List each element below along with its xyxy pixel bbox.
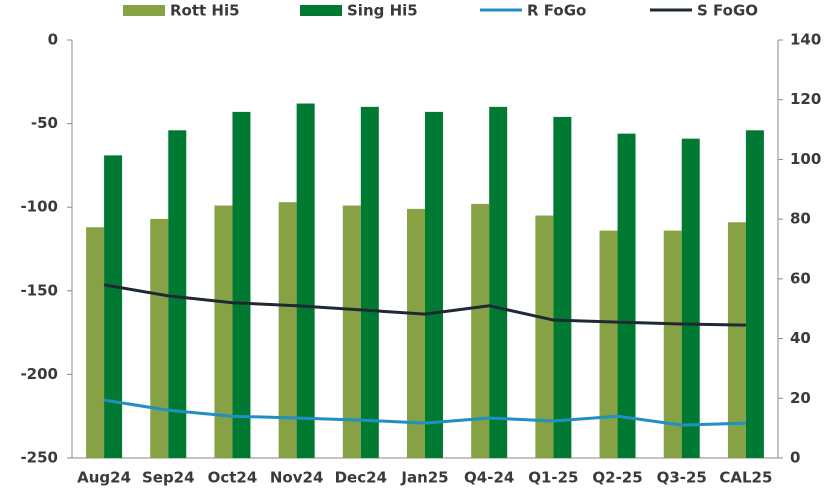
x-tick-label: Sep24	[142, 469, 195, 487]
bar	[489, 106, 508, 458]
legend-label: R FoGo	[527, 2, 586, 20]
legend-swatch	[123, 5, 165, 16]
bar	[342, 205, 361, 458]
y2-tick-label: 0	[790, 449, 800, 467]
bar	[663, 230, 682, 458]
y2-tick-label: 80	[790, 210, 811, 228]
y-tick-label: 0	[48, 31, 58, 49]
x-tick-label: Aug24	[77, 469, 131, 487]
y2-tick-label: 40	[790, 329, 811, 347]
bar	[407, 208, 425, 458]
bar	[296, 103, 315, 458]
bar	[104, 155, 123, 459]
bar	[150, 218, 169, 458]
bar	[553, 116, 572, 459]
line	[103, 283, 746, 327]
bar	[535, 215, 554, 458]
bar	[745, 130, 764, 458]
y2-tick-label: 20	[790, 389, 811, 407]
y2-tick-label: 140	[790, 31, 821, 49]
bar	[599, 230, 618, 458]
y2-tick-label: 60	[790, 269, 811, 287]
bar	[425, 111, 443, 459]
x-tick-label: Q3-25	[657, 469, 707, 487]
x-tick-label: Nov24	[270, 469, 324, 487]
legend-swatch	[300, 5, 342, 16]
bar	[278, 202, 297, 458]
y-tick-label: -200	[20, 365, 58, 383]
bar	[617, 133, 636, 458]
x-tick-label: Q1-25	[528, 469, 578, 487]
x-tick-label: Dec24	[335, 469, 387, 487]
x-tick-label: CAL25	[719, 469, 772, 487]
legend-label: Rott Hi5	[170, 2, 240, 20]
bar	[681, 138, 700, 458]
y-tick-label: -250	[20, 449, 58, 467]
legend-label: S FoGO	[697, 2, 758, 20]
y2-tick-label: 100	[790, 150, 821, 168]
bar	[168, 130, 187, 458]
bar	[727, 222, 746, 458]
bar	[86, 227, 105, 458]
bar	[214, 205, 233, 458]
bar	[471, 203, 490, 458]
y-tick-label: -100	[20, 198, 58, 216]
x-tick-label: Oct24	[208, 469, 258, 487]
legend-label: Sing Hi5	[347, 2, 418, 20]
y-tick-label: -150	[20, 281, 58, 299]
bar	[232, 111, 251, 459]
bar	[360, 106, 379, 458]
line	[103, 398, 746, 427]
x-tick-label: Q4-24	[464, 469, 514, 487]
x-tick-label: Jan25	[400, 469, 448, 487]
x-tick-label: Q2-25	[592, 469, 642, 487]
y2-tick-label: 120	[790, 90, 821, 108]
y-tick-label: -50	[31, 114, 58, 132]
